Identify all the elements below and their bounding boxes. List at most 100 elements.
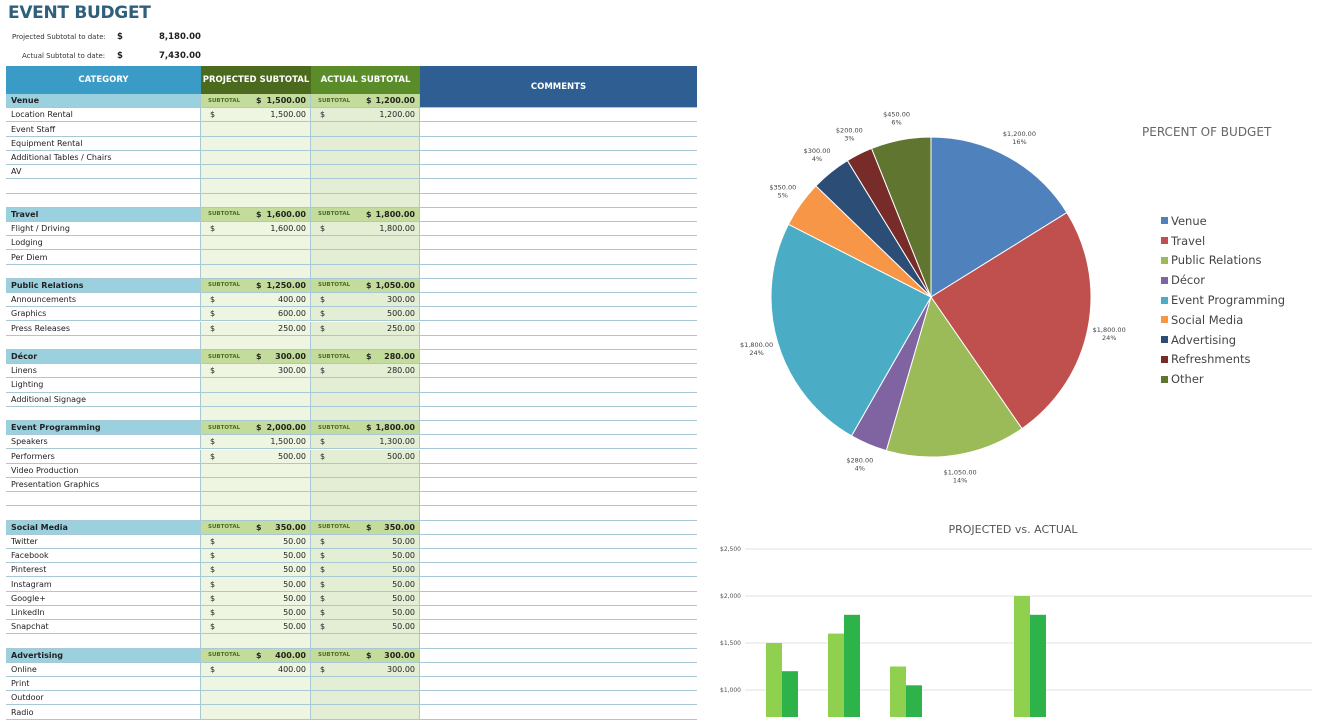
projected-cell[interactable] [201,634,311,648]
pie-slice-8[interactable] [870,136,932,298]
projected-cell[interactable]: SUBTOTAL $1,600.00 [201,207,311,221]
projected-cell[interactable]: $50.00 [201,577,311,591]
actual-cell[interactable] [311,264,420,278]
comments-cell[interactable] [420,677,697,690]
category-cell[interactable]: Per Diem [6,250,201,264]
projected-cell[interactable]: $600.00 [201,307,311,321]
category-cell[interactable]: Flight / Driving [6,221,201,236]
actual-cell[interactable]: SUBTOTAL $1,800.00 [311,207,420,221]
actual-cell[interactable]: SUBTOTAL $1,050.00 [311,278,420,293]
bar-projected[interactable] [766,643,782,717]
comments-cell[interactable] [420,322,697,335]
pie-slice-2[interactable] [885,295,1023,458]
category-cell[interactable] [6,193,201,207]
projected-cell[interactable]: $400.00 [201,293,311,307]
bar-actual[interactable] [844,614,860,717]
projected-cell[interactable]: $50.00 [201,549,311,563]
projected-cell[interactable] [201,150,311,165]
actual-cell[interactable] [311,136,420,150]
category-cell[interactable]: Presentation Graphics [6,477,201,492]
category-cell[interactable]: Location Rental [6,108,201,122]
projected-cell[interactable] [201,691,311,705]
comments-cell[interactable] [420,620,697,633]
actual-cell[interactable]: $50.00 [311,549,420,563]
projected-cell[interactable] [201,492,311,506]
category-cell[interactable]: Graphics [6,307,201,321]
actual-cell[interactable] [311,634,420,648]
bar-actual[interactable] [906,685,922,717]
comments-cell[interactable] [420,577,697,590]
category-cell[interactable]: Pinterest [6,563,201,577]
comments-cell[interactable] [420,435,697,448]
actual-cell[interactable]: $1,300.00 [311,435,420,449]
actual-cell[interactable]: $50.00 [311,534,420,548]
projected-cell[interactable]: SUBTOTAL $1,500.00 [201,94,311,108]
actual-cell[interactable]: $250.00 [311,321,420,335]
category-cell[interactable]: LinkedIn [6,605,201,620]
category-cell[interactable]: Video Production [6,463,201,477]
category-cell[interactable]: Outdoor [6,691,201,705]
comments-cell[interactable] [420,194,697,207]
actual-cell[interactable] [311,165,420,179]
actual-cell[interactable]: $50.00 [311,605,420,620]
category-cell[interactable]: Press Releases [6,321,201,335]
projected-cell[interactable]: $50.00 [201,620,311,634]
comments-cell[interactable] [420,137,697,150]
comments-cell[interactable] [420,265,697,278]
comments-cell[interactable] [420,293,697,306]
category-cell[interactable]: Event Staff [6,122,201,136]
comments-cell[interactable] [420,250,697,263]
category-cell[interactable]: Lodging [6,236,201,250]
projected-cell[interactable] [201,122,311,136]
category-cell[interactable]: Print [6,677,201,691]
category-cell[interactable]: Speakers [6,435,201,449]
category-cell[interactable] [6,492,201,506]
category-cell[interactable]: Instagram [6,577,201,591]
actual-cell[interactable]: $300.00 [311,293,420,307]
projected-cell[interactable]: $1,500.00 [201,108,311,122]
actual-cell[interactable] [311,506,420,520]
category-cell[interactable] [6,264,201,278]
actual-cell[interactable]: $50.00 [311,577,420,591]
comments-cell[interactable] [420,122,697,135]
comments-cell[interactable] [420,592,697,605]
actual-cell[interactable]: SUBTOTAL $1,800.00 [311,421,420,435]
category-cell[interactable] [6,335,201,349]
category-cell[interactable] [6,634,201,648]
bar-actual[interactable] [1030,614,1046,717]
category-cell[interactable]: Facebook [6,549,201,563]
projected-cell[interactable]: $250.00 [201,321,311,335]
comments-cell[interactable] [420,179,697,192]
comments-cell[interactable] [420,563,697,576]
category-cell[interactable]: Additional Tables / Chairs [6,150,201,165]
actual-cell[interactable]: $280.00 [311,364,420,378]
actual-cell[interactable]: $50.00 [311,563,420,577]
actual-cell[interactable] [311,492,420,506]
comments-cell[interactable] [420,208,697,221]
actual-cell[interactable] [311,193,420,207]
actual-cell[interactable] [311,250,420,264]
actual-cell[interactable]: SUBTOTAL $1,200.00 [311,94,420,108]
actual-cell[interactable]: $500.00 [311,449,420,463]
category-cell[interactable]: AV [6,165,201,179]
projected-cell[interactable]: SUBTOTAL $400.00 [201,648,311,662]
comments-cell[interactable] [420,521,697,534]
projected-cell[interactable] [201,463,311,477]
comments-cell[interactable] [420,492,697,505]
actual-cell[interactable] [311,392,420,406]
projected-cell[interactable]: $1,500.00 [201,435,311,449]
actual-cell[interactable]: $300.00 [311,662,420,676]
projected-cell[interactable]: $50.00 [201,591,311,605]
projected-cell[interactable] [201,477,311,492]
category-cell[interactable]: Online [6,662,201,676]
bar-projected[interactable] [1014,596,1030,717]
category-cell[interactable]: Twitter [6,534,201,548]
actual-cell[interactable]: $50.00 [311,620,420,634]
projected-cell[interactable]: $500.00 [201,449,311,463]
projected-cell[interactable] [201,179,311,193]
comments-cell[interactable] [420,378,697,391]
category-cell[interactable]: Venue [6,94,201,108]
projected-cell[interactable] [201,264,311,278]
projected-cell[interactable] [201,136,311,150]
pie-slice-1[interactable] [930,211,1092,430]
